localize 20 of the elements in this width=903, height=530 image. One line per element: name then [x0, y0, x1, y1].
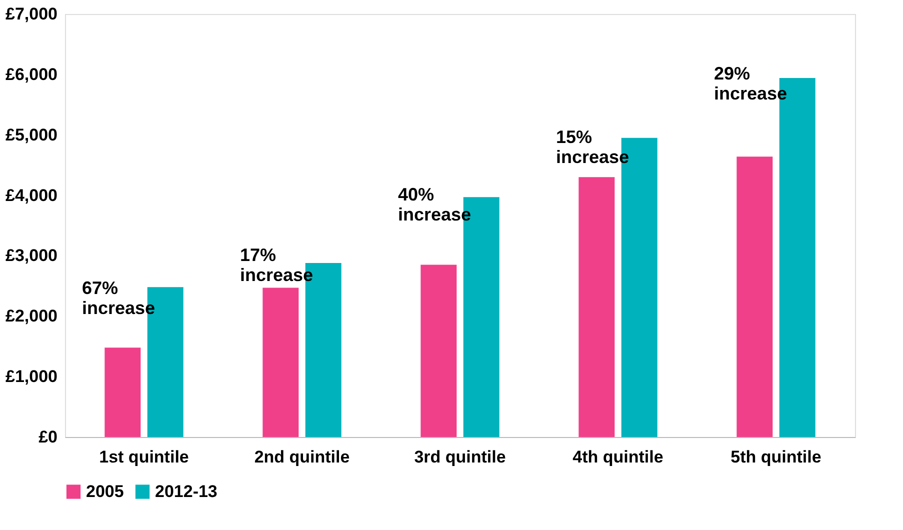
x-tick-label: 4th quintile	[572, 448, 664, 466]
y-tick-label: £0	[38, 428, 58, 446]
y-tick-label: £3,000	[6, 246, 58, 266]
bar	[262, 288, 299, 437]
x-tick-label: 2nd quintile	[254, 448, 350, 466]
y-tick-label: £4,000	[6, 186, 58, 205]
y-tick-label: £2,000	[6, 306, 58, 326]
legend-label: 2005	[86, 482, 124, 501]
y-tick-label: £6,000	[6, 64, 58, 84]
bar	[736, 156, 773, 437]
x-tick-label: 5th quintile	[730, 448, 822, 466]
y-tick-label: £5,000	[6, 125, 58, 144]
x-tick-label: 3rd quintile	[414, 448, 506, 466]
y-tick-label: £1,000	[6, 367, 58, 386]
legend-label: 2012-13	[155, 482, 218, 501]
y-tick-label: £7,000	[6, 4, 58, 24]
x-tick-label: 1st quintile	[99, 448, 189, 466]
bar	[104, 348, 141, 437]
bar	[420, 264, 457, 437]
bar	[578, 177, 615, 437]
